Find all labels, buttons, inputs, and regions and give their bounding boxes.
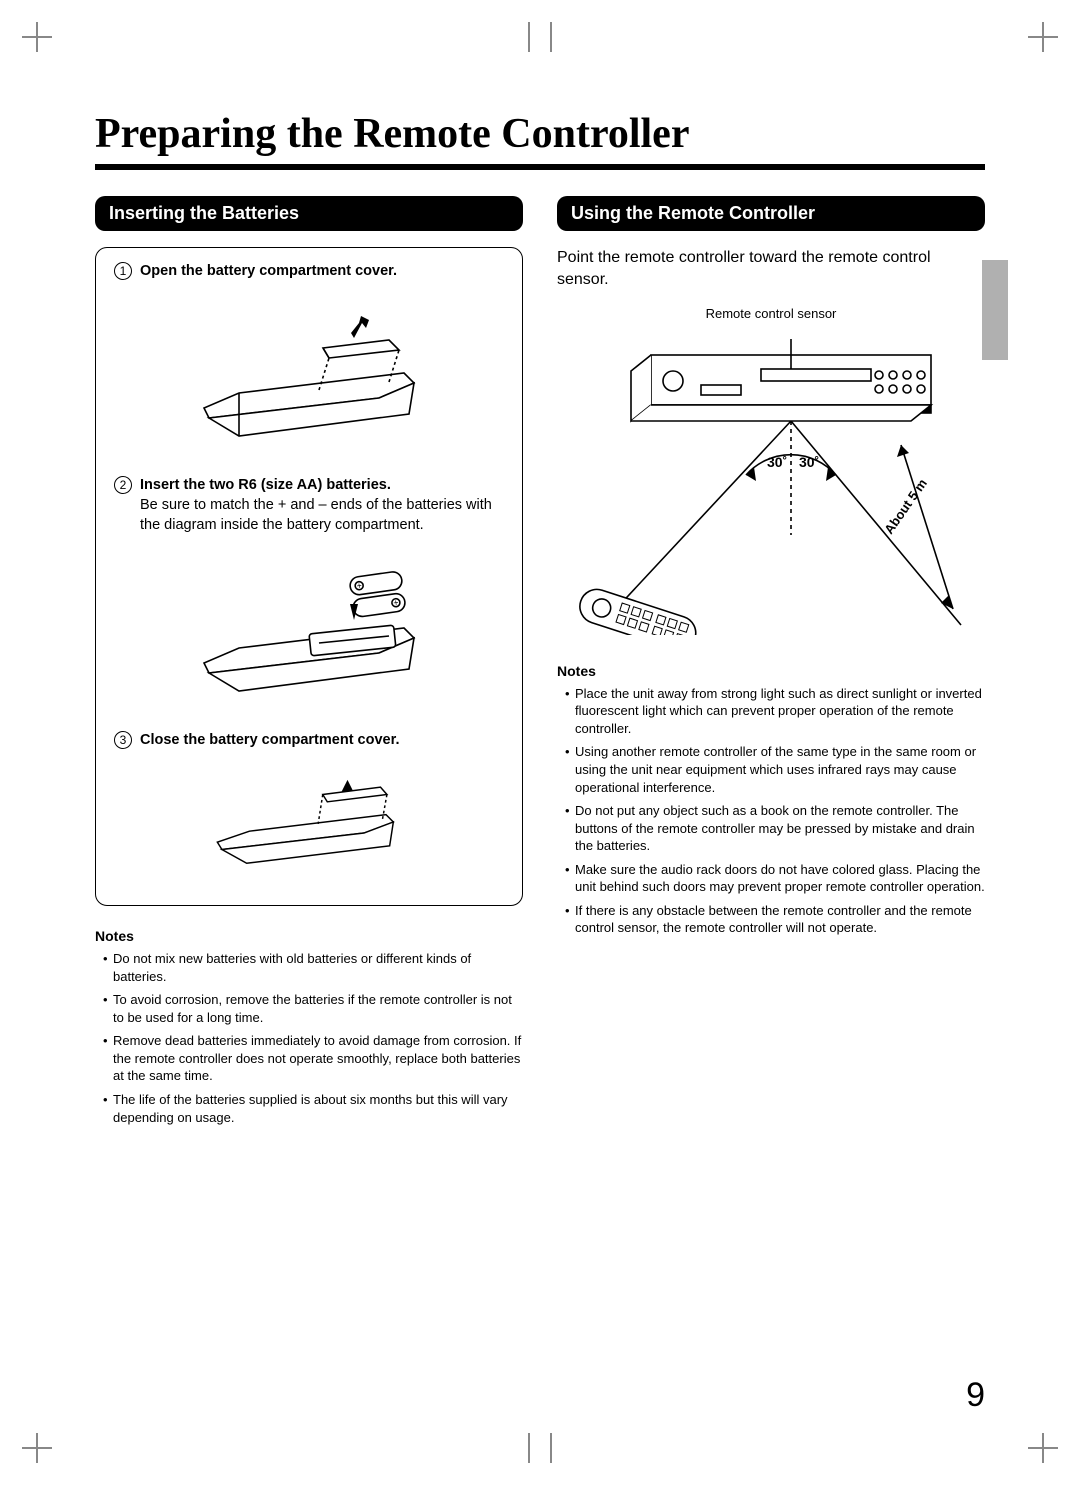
- crop-mark: [22, 22, 52, 52]
- note-item: If there is any obstacle between the rem…: [565, 902, 985, 937]
- illustration-close-cover: [114, 757, 504, 887]
- note-item: Make sure the audio rack doors do not ha…: [565, 861, 985, 896]
- page-title: Preparing the Remote Controller: [95, 110, 985, 158]
- crop-mark: [520, 22, 560, 52]
- step-number: 3: [114, 731, 132, 749]
- column-left: Inserting the Batteries 1 Open the batte…: [95, 196, 523, 1132]
- notes-heading: Notes: [557, 663, 985, 679]
- section-header-batteries: Inserting the Batteries: [95, 196, 523, 231]
- crop-mark: [1028, 22, 1058, 52]
- illustration-open-cover: [114, 288, 504, 458]
- note-item: Place the unit away from strong light su…: [565, 685, 985, 738]
- note-item: To avoid corrosion, remove the batteries…: [103, 991, 523, 1026]
- notes-heading: Notes: [95, 928, 523, 944]
- angle-right-label: 30˚: [799, 454, 819, 470]
- crop-mark: [1028, 1433, 1058, 1463]
- steps-box: 1 Open the battery compartment cover.: [95, 247, 523, 906]
- notes-list-left: Do not mix new batteries with old batter…: [103, 950, 523, 1126]
- step-title: Open the battery compartment cover.: [140, 263, 397, 279]
- intro-text: Point the remote controller toward the r…: [557, 247, 985, 292]
- sensor-label: Remote control sensor: [557, 306, 985, 321]
- illustration-range: 30˚ 30˚ About 5 m: [557, 325, 985, 635]
- note-item: Do not put any object such as a book on …: [565, 802, 985, 855]
- side-tab: [982, 260, 1008, 360]
- crop-mark: [22, 1433, 52, 1463]
- section-header-using: Using the Remote Controller: [557, 196, 985, 231]
- illustration-insert-batteries: + +: [114, 543, 504, 713]
- step-number: 1: [114, 262, 132, 280]
- notes-list-right: Place the unit away from strong light su…: [565, 685, 985, 937]
- step-3: 3 Close the battery compartment cover.: [114, 731, 504, 887]
- step-title: Close the battery compartment cover.: [140, 732, 399, 748]
- note-item: The life of the batteries supplied is ab…: [103, 1091, 523, 1126]
- column-right: Using the Remote Controller Point the re…: [557, 196, 985, 1132]
- note-item: Using another remote controller of the s…: [565, 743, 985, 796]
- step-1: 1 Open the battery compartment cover.: [114, 262, 504, 458]
- note-item: Do not mix new batteries with old batter…: [103, 950, 523, 985]
- angle-left-label: 30˚: [767, 454, 787, 470]
- title-rule: [95, 164, 985, 170]
- note-item: Remove dead batteries immediately to avo…: [103, 1032, 523, 1085]
- step-number: 2: [114, 476, 132, 494]
- step-2: 2 Insert the two R6 (size AA) batteries.…: [114, 476, 504, 713]
- distance-label: About 5 m: [881, 476, 930, 537]
- step-title: Insert the two R6 (size AA) batteries.: [140, 477, 391, 493]
- crop-mark: [520, 1433, 560, 1463]
- step-body: Be sure to match the + and – ends of the…: [140, 496, 504, 535]
- page-number: 9: [966, 1376, 985, 1415]
